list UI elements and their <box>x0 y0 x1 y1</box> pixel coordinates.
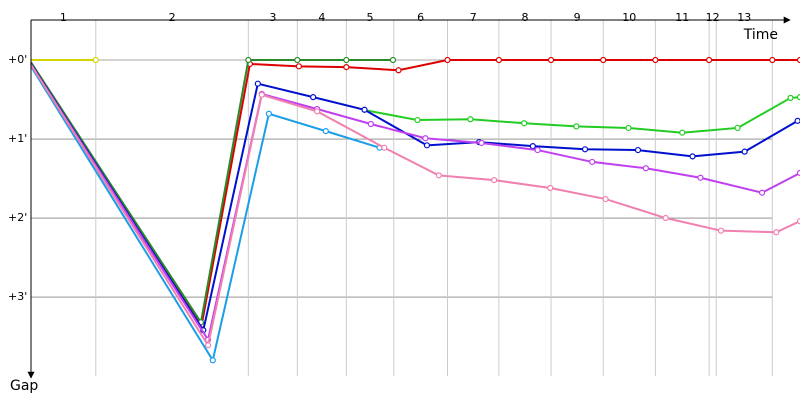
data-point <box>796 56 800 64</box>
data-point <box>422 135 429 142</box>
series-line <box>362 96 800 134</box>
data-point <box>209 357 216 364</box>
y-tick-label: +1' <box>8 132 27 145</box>
lap-label: 4 <box>318 11 325 24</box>
series-line <box>30 64 800 343</box>
data-point <box>395 67 402 74</box>
data-point <box>706 56 713 64</box>
data-point <box>600 56 607 64</box>
data-point <box>634 146 642 154</box>
data-point <box>294 56 301 64</box>
data-point <box>717 227 725 234</box>
data-point <box>361 106 368 113</box>
data-point <box>478 139 485 147</box>
data-point <box>495 56 502 64</box>
lap-label: 10 <box>622 11 636 24</box>
data-point <box>245 56 252 64</box>
data-point <box>769 56 776 64</box>
lap-label: 2 <box>169 11 176 24</box>
data-point <box>467 116 474 123</box>
grid: +0'+1'+2'+3'1 2 3 4 5 6 7 8 9 10 11 12 13 <box>8 11 773 376</box>
data-point <box>573 123 580 130</box>
data-point <box>381 144 388 151</box>
data-point <box>547 56 555 64</box>
data-point <box>204 342 212 349</box>
data-point <box>534 146 541 154</box>
data-point <box>529 143 536 150</box>
x-axis-label: Time <box>743 27 778 43</box>
series-line <box>30 59 800 328</box>
data-point <box>389 56 397 64</box>
data-point <box>602 195 609 203</box>
data-point <box>547 184 554 192</box>
series-line <box>30 65 380 363</box>
y-tick-label: +2' <box>8 211 27 224</box>
lap-label: 5 <box>367 11 374 24</box>
data-point <box>343 64 350 71</box>
data-point <box>758 189 766 196</box>
data-point <box>265 110 272 117</box>
data-point <box>697 174 704 181</box>
data-point <box>787 94 794 102</box>
lap-label: 7 <box>470 11 477 24</box>
data-point <box>589 158 596 166</box>
plot-area <box>30 56 800 364</box>
y-tick-label: +3' <box>8 290 27 303</box>
data-point <box>689 153 696 160</box>
data-point <box>343 56 350 64</box>
data-point <box>796 94 800 101</box>
y-axis-label: Gap <box>10 378 38 394</box>
data-point <box>662 214 669 222</box>
data-point <box>625 124 632 132</box>
data-point <box>796 169 800 177</box>
data-point <box>423 142 431 149</box>
series-line <box>30 59 393 325</box>
series-line <box>30 63 799 333</box>
data-point <box>642 165 649 172</box>
data-point <box>796 218 800 225</box>
lap-label: 12 <box>706 11 720 24</box>
lap-label: 3 <box>269 11 276 24</box>
data-point <box>521 120 528 127</box>
data-point <box>92 56 99 64</box>
y-tick-label: +0' <box>8 53 27 66</box>
data-point <box>734 124 741 132</box>
data-point <box>295 63 303 70</box>
data-point <box>254 80 261 87</box>
data-point <box>581 146 589 153</box>
lap-label: 9 <box>574 11 581 24</box>
data-point <box>367 120 374 128</box>
lap-label: 8 <box>521 11 528 24</box>
data-point <box>435 172 442 179</box>
data-point <box>679 129 686 136</box>
data-point <box>258 91 265 98</box>
data-point <box>322 128 329 135</box>
lap-label: 1 <box>60 11 67 24</box>
data-point <box>794 117 800 124</box>
data-point <box>414 116 421 124</box>
lap-label: 11 <box>675 11 689 24</box>
data-point <box>491 177 498 184</box>
data-point <box>314 108 321 115</box>
data-point <box>652 56 659 64</box>
lap-label: 13 <box>737 11 751 24</box>
series-line <box>30 64 800 348</box>
data-point <box>741 148 748 155</box>
data-point <box>444 56 451 64</box>
data-point <box>773 229 780 236</box>
lap-label: 6 <box>417 11 424 24</box>
data-point <box>310 94 317 101</box>
